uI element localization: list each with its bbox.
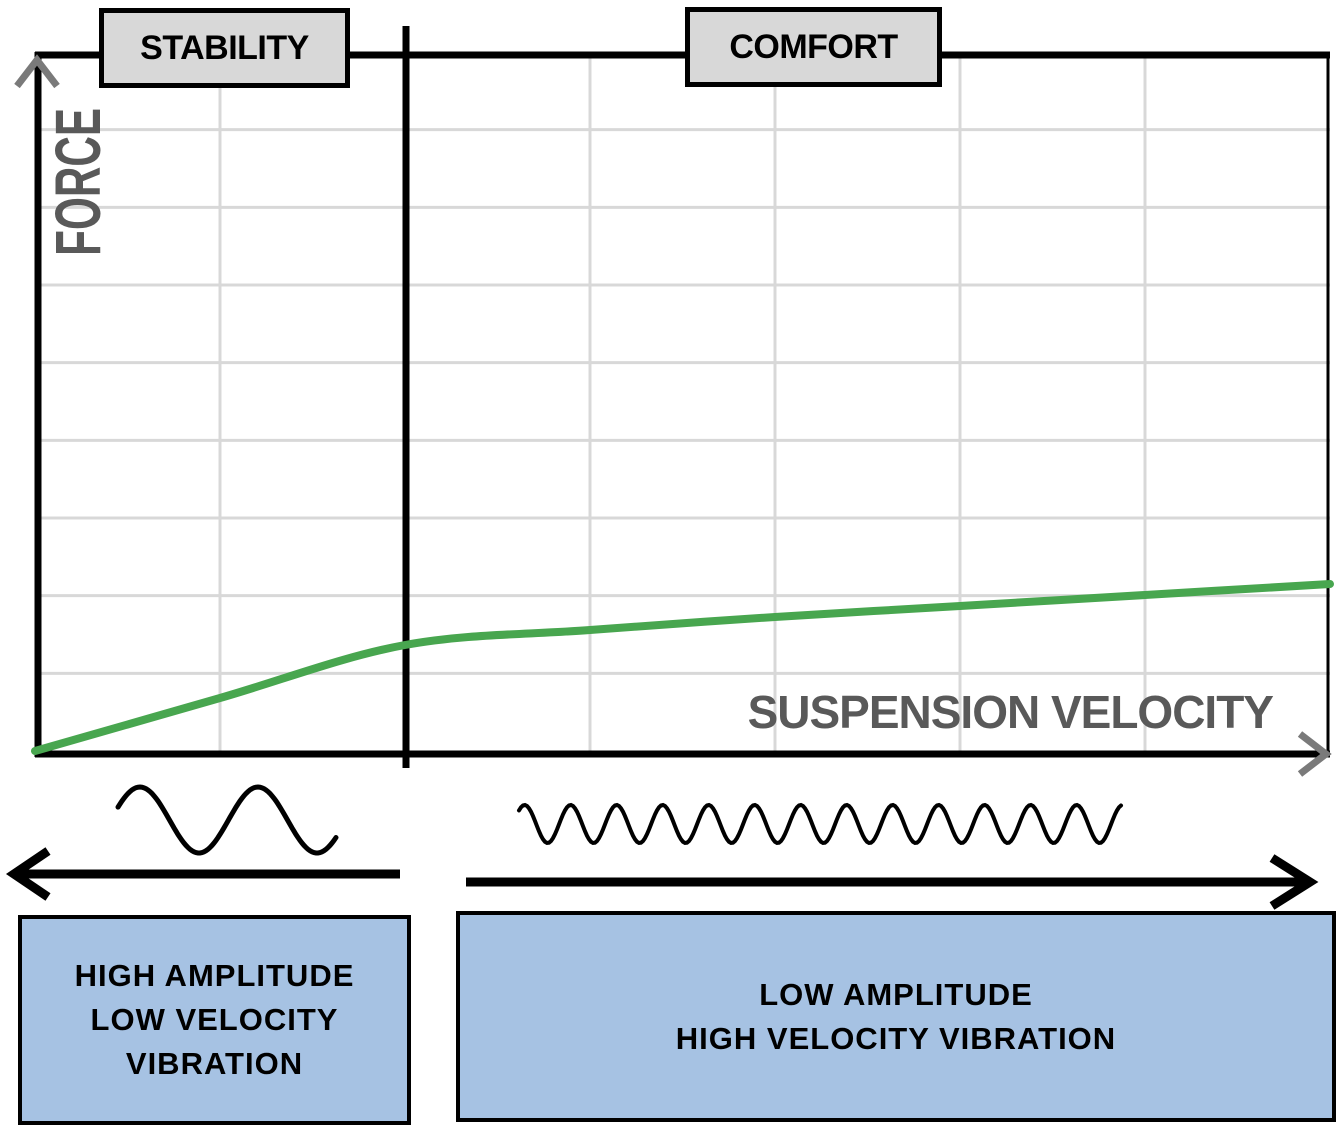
x-axis-label: SUSPENSION VELOCITY [747,686,1274,738]
high-frequency-wave-icon [517,802,1123,845]
comfort-arrowhead-icon [1269,854,1319,910]
comfort-region-label: COMFORT [729,27,898,66]
y-axis-label: FORCE [42,108,114,256]
low-amplitude-high-velocity-box: LOW AMPLITUDE HIGH VELOCITY VIBRATION [456,911,1336,1122]
info-line: LOW VELOCITY [90,1002,339,1037]
low-frequency-wave-icon [115,784,339,856]
high-amplitude-low-velocity-box: HIGH AMPLITUDE LOW VELOCITY VIBRATION [18,915,411,1125]
stability-arrowhead-icon [5,847,51,901]
stability-region-label: STABILITY [140,28,309,67]
y-axis-arrowhead-icon [14,54,60,89]
damping-force-curve [31,580,1334,755]
info-line: LOW AMPLITUDE [759,976,1033,1012]
stability-region-label-box: STABILITY [99,8,350,88]
info-line: VIBRATION [125,1046,304,1081]
x-axis-arrowhead-icon [1297,731,1332,777]
info-line: HIGH VELOCITY VIBRATION [675,1020,1117,1056]
info-line: HIGH AMPLITUDE [74,958,355,993]
comfort-region-label-box: COMFORT [685,7,942,87]
